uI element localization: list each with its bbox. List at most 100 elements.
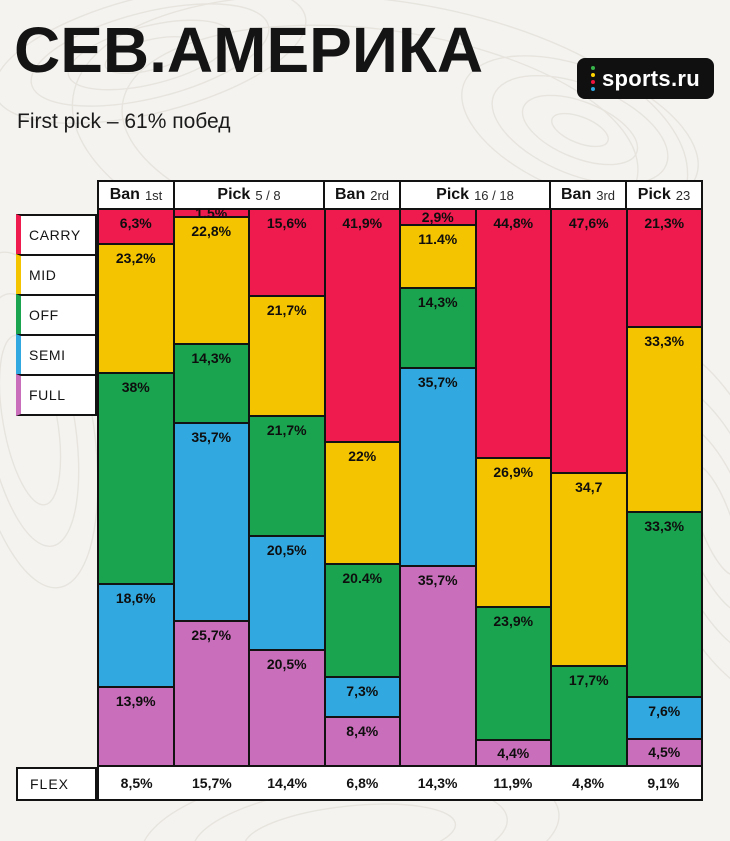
column-header-phase: Ban (560, 186, 592, 203)
segment-mid: 22% (325, 442, 399, 565)
column-header-detail: 1st (144, 187, 163, 203)
segment-value-label: 7,6% (648, 702, 681, 719)
segment-value-label: 7,3% (346, 682, 379, 699)
segment-value-label: 33,3% (644, 333, 685, 350)
segment-carry: 2,9% (401, 209, 475, 227)
chart-column-1: 6,3% 23,2% 38% 18,6% 13,9% (99, 210, 175, 765)
segment-value-label: 4,4% (497, 744, 530, 761)
segment-full: 4,5% (627, 740, 701, 765)
segment-value-label: 34,7 (575, 479, 603, 496)
flex-values-row: 8,5% 15,7% 14,4% 6,8% 14,3% 11,9% 4,8% 9,1% (97, 767, 703, 801)
column-header-phase: Pick (436, 186, 470, 203)
segment-mid: 34,7 (552, 474, 626, 667)
legend-label: OFF (29, 307, 59, 323)
legend-item-off: OFF (16, 294, 97, 336)
segment-mid: 21,7% (250, 296, 324, 417)
legend-item-carry: CARRY (16, 214, 97, 256)
segment-semi: 20,5% (250, 537, 324, 652)
segment-carry: 21,3% (627, 210, 701, 329)
segment-value-label: 14,3% (417, 294, 458, 311)
chart-column-7: 47,6% 34,7 17,7% (552, 210, 628, 765)
segment-off: 21,7% (250, 417, 324, 538)
column-header-phase: Pick (637, 186, 671, 203)
flex-value-4: 6,8% (346, 775, 379, 791)
segment-value-label: 21,3% (644, 215, 685, 231)
segment-value-label: 35,7% (417, 373, 458, 390)
role-legend: CARRY MID OFF SEMI FULL (16, 214, 97, 416)
segment-semi: 7,3% (325, 677, 399, 719)
chart-column-2: 1,5% 22,8% 14,3% 35,7% 25,7% (174, 206, 250, 765)
segment-carry: 41,9% (325, 210, 399, 443)
column-header-pick-1618: Pick 16 / 18 (401, 182, 551, 208)
legend-label: CARRY (29, 227, 81, 243)
flex-value-1: 8,5% (120, 775, 153, 791)
chart-column-6: 44,8% 26,9% 23,9% 4,4% (476, 210, 552, 765)
legend-item-mid: MID (16, 254, 97, 296)
segment-semi: 35,7% (401, 368, 475, 567)
logo-dot (590, 87, 595, 91)
segment-full: 13,9% (99, 687, 173, 765)
segment-value-label: 20,5% (266, 656, 307, 673)
column-header-phase: Ban (109, 186, 140, 203)
segment-off: 14,3% (401, 289, 475, 369)
logo-dot (590, 80, 595, 84)
flex-value-5: 14,3% (417, 775, 458, 791)
segment-mid: 33,3% (627, 328, 701, 514)
segment-mid: 22,8% (174, 218, 248, 345)
segment-value-label: 25,7% (191, 627, 232, 644)
segment-value-label: 23,9% (493, 612, 534, 629)
segment-value-label: 4,5% (648, 744, 681, 761)
legend-label: MID (29, 267, 57, 283)
page-title: СЕВ.АМЕРИКА (14, 14, 484, 86)
segment-value-label: 44,8% (493, 215, 534, 231)
chart-grid: 6,3% 23,2% 38% 18,6% 13,9% 1,5% 22,8% 14,3% 35,7… (97, 206, 703, 767)
segment-value-label: 14,3% (191, 349, 232, 366)
flex-value-6: 11,9% (493, 775, 533, 791)
segment-off: 14,3% (174, 344, 248, 425)
segment-value-label: 2,9% (421, 209, 454, 226)
column-header-detail: 23 (675, 187, 691, 203)
segment-value-label: 17,7% (568, 671, 609, 688)
segment-value-label: 33,3% (644, 518, 685, 535)
segment-value-label: 21,7% (266, 422, 307, 438)
segment-carry: 15,6% (250, 210, 324, 297)
segment-value-label: 13,9% (115, 692, 156, 709)
segment-value-label: 22,8% (191, 223, 232, 240)
segment-carry: 6,3% (99, 210, 173, 245)
segment-off: 33,3% (627, 513, 701, 698)
segment-value-label: 8,4% (346, 723, 379, 740)
chart-header-row: Ban 1st Pick 5 / 8 Ban 2rd Pick 16 / 18 Ban 3rd Pi… (97, 180, 703, 210)
chart-column-8: 21,3% 33,3% 33,3% 7,6% 4,5% (627, 210, 701, 765)
logo-dot (590, 73, 595, 77)
segment-mid: 11.4% (401, 226, 475, 290)
segment-value-label: 20,5% (266, 542, 307, 559)
segment-full: 25,7% (174, 622, 248, 765)
segment-off: 17,7% (552, 666, 626, 765)
draft-chart: Ban 1st Pick 5 / 8 Ban 2rd Pick 16 / 18 Ban 3rd Pi… (97, 180, 703, 801)
segment-value-label: 20.4% (342, 569, 383, 586)
column-header-detail: 16 / 18 (474, 187, 514, 203)
logo-dots-icon (590, 66, 595, 91)
segment-value-label: 21,7% (266, 301, 307, 318)
column-header-phase: Pick (217, 186, 251, 203)
segment-value-label: 22% (348, 447, 377, 464)
column-header-detail: 2rd (370, 187, 390, 203)
column-header-detail: 5 / 8 (255, 187, 281, 203)
legend-label: SEMI (29, 347, 66, 363)
segment-full: 20,5% (250, 651, 324, 765)
column-header-detail: 3rd (596, 187, 616, 203)
legend-item-full: FULL (16, 374, 97, 416)
segment-carry: 44,8% (476, 210, 550, 459)
column-header-ban-2: Ban 2rd (325, 182, 401, 208)
segment-value-label: 47,6% (568, 215, 609, 231)
logo-dot (590, 66, 595, 70)
segment-mid: 26,9% (476, 458, 550, 608)
segment-value-label: 41,9% (342, 215, 383, 231)
segment-mid: 23,2% (99, 244, 173, 374)
segment-value-label: 11.4% (418, 231, 458, 248)
segment-value-label: 26,9% (493, 463, 534, 480)
logo-text: sports.ru (601, 65, 700, 91)
segment-semi: 18,6% (99, 584, 173, 688)
column-header-ban-3: Ban 3rd (551, 182, 627, 208)
